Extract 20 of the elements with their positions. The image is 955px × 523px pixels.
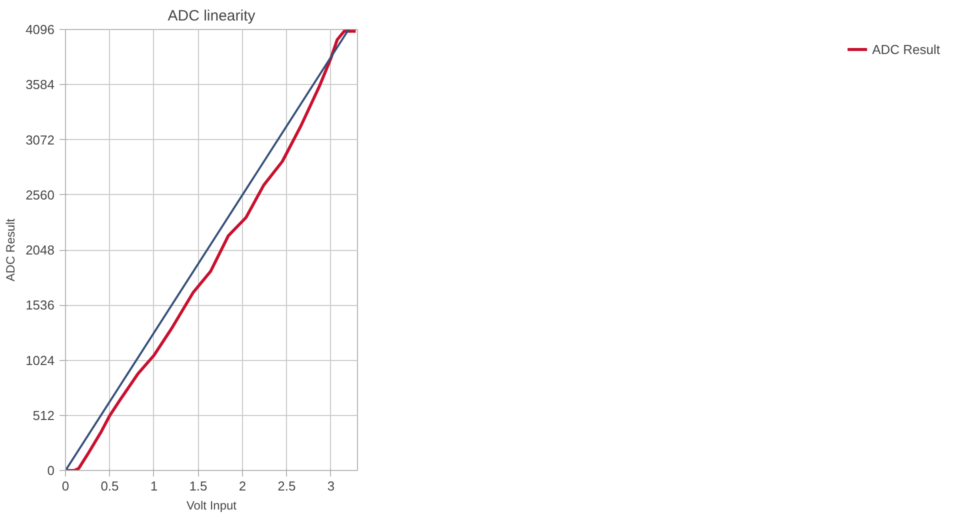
x-tick-label: 1.5 (189, 478, 208, 494)
y-tick-label: 1024 (26, 352, 54, 368)
x-axis-title: Volt Input (186, 498, 238, 512)
x-tick-label: 3 (327, 478, 335, 494)
y-tick-label: 2560 (26, 187, 54, 202)
y-tick-label: 3072 (26, 132, 54, 148)
x-tick-label: 1 (150, 478, 158, 494)
x-tick-label: 0 (62, 478, 70, 494)
x-tick-label: 2.5 (278, 478, 296, 494)
y-tick-label: 4096 (26, 22, 54, 37)
y-axis-title: ADC Result (4, 218, 18, 282)
y-tick-label: 512 (32, 408, 55, 423)
x-tick-label: 2 (238, 478, 246, 494)
y-tick-label: 1536 (26, 298, 54, 313)
x-tick-label: 0.5 (100, 478, 119, 494)
y-tick-label: 2048 (26, 242, 54, 258)
y-tick-label: 3584 (26, 77, 54, 92)
chart-title: ADC linearity (168, 8, 256, 24)
legend-label: ADC Result (872, 42, 940, 56)
y-tick-label: 0 (47, 463, 55, 478)
